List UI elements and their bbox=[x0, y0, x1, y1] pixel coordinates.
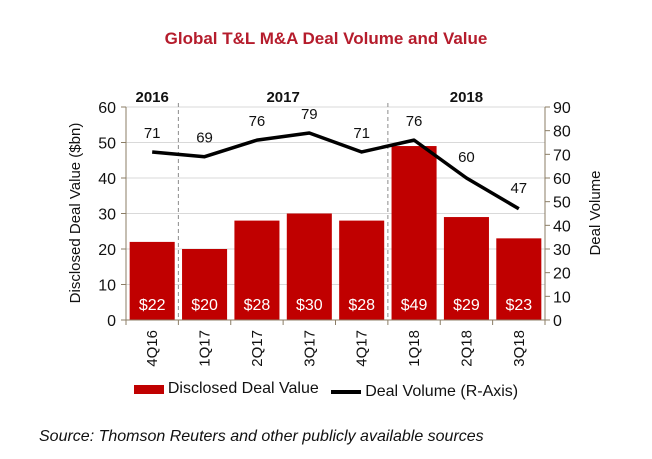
deal-volume-line bbox=[152, 131, 520, 211]
x-tick-label: 3Q18 bbox=[511, 330, 528, 367]
year-dividers bbox=[177, 103, 389, 320]
y-tick-label: 60 bbox=[98, 100, 116, 117]
source-note: Source: Thomson Reuters and other public… bbox=[39, 428, 484, 445]
y-tick-label: 10 bbox=[98, 278, 116, 295]
y2-tick-label: 0 bbox=[553, 313, 562, 330]
volume-value-label: 79 bbox=[301, 106, 318, 123]
bar-4Q17 bbox=[339, 220, 385, 320]
y2-tick-label: 40 bbox=[553, 218, 571, 235]
bar-value-label: $23 bbox=[505, 297, 532, 314]
year-label: 2016 bbox=[136, 89, 169, 106]
volume-value-label: 76 bbox=[406, 113, 423, 130]
volume-value-label: 69 bbox=[196, 130, 213, 147]
bar-2Q17 bbox=[234, 220, 280, 320]
bar-3Q17 bbox=[286, 213, 332, 320]
y2-axis-label: Deal Volume bbox=[587, 170, 604, 255]
x-tick-label: 4Q16 bbox=[144, 330, 161, 367]
y2-tick-label: 70 bbox=[553, 147, 571, 164]
bar-value-label: $49 bbox=[401, 297, 428, 314]
x-tick-label: 3Q17 bbox=[301, 330, 318, 367]
year-label: 2018 bbox=[450, 89, 483, 106]
legend-swatch-line bbox=[331, 389, 362, 394]
labels: $22 $20 $28 $30 $28 $49 $29 $23 0 10 20 30 40 50 60 0 10… bbox=[98, 89, 571, 367]
bar-value-label: $28 bbox=[348, 297, 375, 314]
legend-label: Disclosed Deal Value bbox=[167, 380, 319, 397]
volume-value-label: 47 bbox=[510, 180, 527, 197]
bars bbox=[129, 146, 542, 320]
volume-value-label: 71 bbox=[144, 125, 161, 142]
legend-label: Deal Volume (R-Axis) bbox=[365, 382, 519, 400]
volume-value-label: 60 bbox=[458, 149, 475, 166]
y2-tick-label: 80 bbox=[553, 124, 571, 141]
bar-value-label: $29 bbox=[453, 297, 480, 314]
bar-value-label: $20 bbox=[191, 297, 218, 314]
bar-value-label: $30 bbox=[296, 297, 323, 314]
x-tick-label: 1Q18 bbox=[406, 330, 423, 367]
y-tick-label: 20 bbox=[98, 242, 116, 259]
legend-item-deal-value: Disclosed Deal Value bbox=[133, 380, 319, 398]
bar-value-label: $22 bbox=[139, 297, 166, 314]
volume-value-label: 71 bbox=[353, 125, 370, 142]
y2-tick-label: 20 bbox=[553, 266, 571, 283]
legend-item-deal-volume: Deal Volume (R-Axis) bbox=[331, 383, 518, 401]
y-axis-label: Disclosed Deal Value ($bn) bbox=[67, 123, 84, 304]
y2-tick-label: 10 bbox=[553, 289, 571, 306]
x-tick-label: 4Q17 bbox=[354, 330, 371, 367]
y2-tick-label: 30 bbox=[553, 242, 571, 259]
x-tick-label: 2Q18 bbox=[458, 330, 475, 367]
y2-tick-label: 50 bbox=[553, 195, 571, 212]
year-label: 2017 bbox=[266, 89, 299, 106]
bar-3Q18 bbox=[496, 238, 542, 320]
legend: Disclosed Deal Value Deal Volume (R-Axis… bbox=[0, 380, 652, 401]
legend-swatch-bar bbox=[133, 384, 164, 394]
x-tick-label: 2Q17 bbox=[249, 330, 266, 367]
bar-value-label: $28 bbox=[244, 297, 271, 314]
axes bbox=[121, 106, 550, 325]
chart-title: Global T&L M&A Deal Volume and Value bbox=[164, 29, 488, 48]
y-tick-label: 50 bbox=[98, 136, 116, 153]
y-tick-label: 30 bbox=[98, 207, 116, 224]
bar-1Q17 bbox=[182, 249, 228, 320]
volume-value-label: 76 bbox=[249, 113, 266, 130]
y2-tick-label: 90 bbox=[553, 100, 571, 117]
y2-tick-label: 60 bbox=[553, 171, 571, 188]
x-tick-label: 1Q17 bbox=[197, 330, 214, 367]
y-tick-label: 0 bbox=[107, 313, 116, 330]
y-tick-label: 40 bbox=[98, 171, 116, 188]
volume-line bbox=[152, 131, 520, 211]
bar-1Q18 bbox=[391, 146, 437, 320]
bar-4Q16 bbox=[129, 241, 175, 320]
bar-2Q18 bbox=[443, 217, 489, 320]
